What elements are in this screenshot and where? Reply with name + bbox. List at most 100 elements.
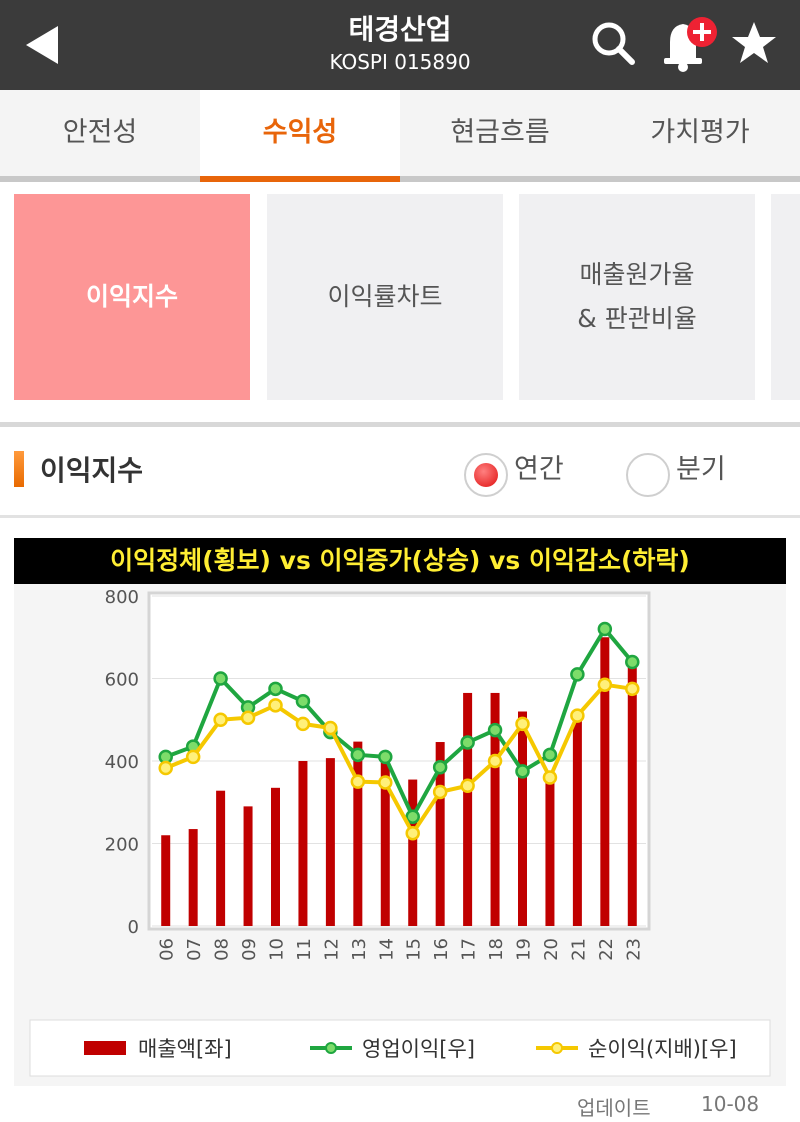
subtab-label-line2: & 판관비율	[577, 304, 697, 333]
radio-annual[interactable]	[464, 453, 508, 497]
data-point	[185, 749, 201, 765]
data-point	[378, 749, 393, 765]
bar	[408, 779, 418, 926]
data-point	[432, 759, 448, 775]
radio-annual-label[interactable]: 연간	[514, 454, 564, 485]
data-point	[542, 747, 558, 763]
chart-banner: 이익정체(횡보) vs 이익증가(상승) vs 이익감소(하락)	[14, 538, 786, 584]
subtab-label-line1: 매출원가율	[579, 260, 695, 289]
data-point	[240, 710, 256, 725]
subtab-label: 이익지수	[85, 282, 178, 311]
x-tick-label: 14	[376, 938, 397, 961]
category-tabs: 안전성 수익성 현금흐름 가치평가	[0, 90, 800, 182]
divider	[0, 422, 800, 427]
data-point	[158, 760, 173, 776]
y-tick-label: 400	[105, 752, 139, 773]
divider	[0, 515, 800, 518]
legend-swatch-dot	[551, 1042, 563, 1054]
x-tick-label: 11	[294, 938, 315, 961]
bar	[188, 829, 198, 926]
tab-cash-flow[interactable]: 현금흐름	[450, 117, 550, 148]
data-point	[597, 621, 613, 637]
update-label: 업데이트	[577, 1096, 651, 1120]
bar	[518, 711, 527, 926]
legend-label: 순이익(지배)[우]	[588, 1037, 737, 1061]
data-point	[570, 667, 585, 682]
data-point	[268, 698, 283, 713]
data-point	[597, 677, 613, 692]
data-point	[432, 784, 448, 800]
data-point	[213, 671, 228, 686]
subtab-cost-ratio[interactable]: 매출원가율 & 판관비율	[519, 194, 755, 400]
x-tick-label: 20	[541, 938, 562, 961]
subtab-next-partial[interactable]	[771, 194, 800, 400]
data-point	[460, 735, 475, 750]
bar	[463, 692, 473, 926]
radio-quarterly[interactable]	[626, 453, 670, 497]
data-point	[405, 809, 420, 824]
x-tick-label: 16	[431, 938, 452, 961]
section-title: 이익지수	[40, 454, 144, 487]
data-point	[625, 654, 640, 670]
x-tick-label: 12	[321, 938, 342, 961]
data-point	[487, 722, 503, 738]
bar	[380, 756, 390, 926]
bar	[490, 692, 500, 926]
x-tick-label: 17	[459, 938, 480, 961]
bar	[572, 711, 582, 926]
chart-container: 0 200 400 600 800 06 07 08 09 10 11 12 13 14 15 16 17 18 1…	[14, 584, 786, 1086]
page-title: 태경산업	[348, 13, 452, 46]
favorite-star-icon[interactable]	[730, 18, 778, 68]
bar	[600, 637, 610, 926]
notification-bell-icon[interactable]	[656, 12, 722, 74]
tab-valuation[interactable]: 가치평가	[650, 117, 750, 148]
data-point	[487, 753, 503, 769]
x-tick-label: 06	[157, 938, 178, 961]
data-point	[460, 778, 475, 793]
y-tick-label: 600	[105, 670, 139, 691]
top-bar: 태경산업 KOSPI 015890	[0, 0, 800, 90]
x-tick-label: 10	[267, 938, 288, 961]
x-tick-label: 21	[568, 938, 589, 961]
data-point	[295, 716, 311, 732]
data-point	[515, 716, 530, 732]
back-arrow-icon[interactable]	[22, 24, 62, 66]
search-icon[interactable]	[588, 18, 638, 68]
data-point	[295, 693, 311, 709]
legend-box	[29, 1019, 771, 1077]
bar	[161, 835, 171, 926]
stock-code: KOSPI 015890	[329, 50, 471, 74]
radio-quarterly-label[interactable]: 분기	[676, 454, 726, 485]
data-point	[378, 775, 393, 790]
section-header: 이익지수 연간 분기	[0, 427, 800, 515]
bar	[271, 787, 280, 926]
legend-label: 영업이익[우]	[362, 1037, 475, 1061]
legend-swatch-dot	[325, 1042, 337, 1054]
tab-profitability[interactable]: 수익성	[200, 90, 400, 182]
x-tick-label: 08	[212, 938, 233, 961]
data-point	[350, 747, 366, 763]
data-point	[570, 708, 585, 723]
subtab-margin-chart[interactable]: 이익률차트	[267, 194, 503, 400]
x-tick-label: 13	[349, 938, 370, 961]
x-tick-label: 23	[623, 938, 644, 961]
bar	[298, 761, 308, 926]
data-point	[405, 825, 420, 841]
bar	[545, 771, 555, 926]
bar	[353, 741, 363, 926]
bar	[243, 806, 253, 926]
tab-safety[interactable]: 안전성	[62, 117, 138, 148]
update-date: 10-08	[701, 1092, 760, 1116]
y-tick-label: 800	[105, 587, 139, 608]
subtab-scroller[interactable]: 이익지수 이익률차트 매출원가율 & 판관비율	[0, 182, 800, 422]
x-tick-label: 15	[404, 938, 425, 961]
x-tick-label: 18	[486, 938, 507, 961]
data-point	[213, 712, 228, 727]
profit-index-chart: 0 200 400 600 800 06 07 08 09 10 11 12 13 14 15 16 17 18 1…	[29, 587, 771, 1077]
data-point	[323, 720, 338, 736]
bar	[325, 758, 335, 926]
subtab-profit-index[interactable]: 이익지수	[14, 194, 250, 400]
y-tick-label: 0	[128, 917, 139, 938]
y-tick-label: 200	[105, 835, 139, 856]
x-tick-label: 19	[514, 938, 535, 961]
